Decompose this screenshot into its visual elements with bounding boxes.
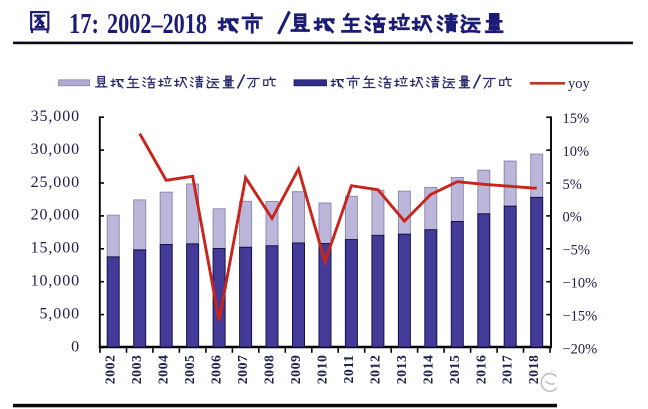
- svg-text:10%: 10%: [563, 144, 590, 160]
- svg-text:−10%: −10%: [563, 276, 598, 292]
- svg-text:15,000: 15,000: [31, 240, 80, 257]
- svg-text:30,000: 30,000: [31, 141, 80, 158]
- svg-text:2006: 2006: [209, 355, 224, 385]
- svg-text:−15%: −15%: [563, 308, 598, 324]
- svg-text:10,000: 10,000: [31, 273, 80, 290]
- svg-text:2008: 2008: [262, 355, 277, 385]
- svg-text:5,000: 5,000: [40, 305, 81, 322]
- svg-text:5%: 5%: [563, 177, 582, 193]
- svg-text:35,000: 35,000: [31, 108, 80, 125]
- svg-text:2012: 2012: [367, 355, 382, 385]
- svg-text:2013: 2013: [394, 355, 409, 385]
- svg-text:25,000: 25,000: [31, 174, 80, 191]
- svg-text:2003: 2003: [129, 355, 144, 385]
- svg-text:2017: 2017: [500, 355, 515, 385]
- svg-text:2007: 2007: [235, 355, 250, 385]
- svg-text:2018: 2018: [526, 355, 541, 385]
- svg-text:2002–2018: 2002–2018: [107, 8, 207, 40]
- svg-text:2004: 2004: [156, 355, 171, 385]
- svg-text:−5%: −5%: [563, 243, 591, 259]
- svg-text:−20%: −20%: [563, 341, 598, 357]
- svg-text:2005: 2005: [182, 355, 197, 385]
- svg-text:15%: 15%: [563, 111, 590, 127]
- svg-text:2015: 2015: [447, 355, 462, 385]
- svg-text:2011: 2011: [341, 355, 356, 384]
- svg-text:0: 0: [71, 338, 80, 355]
- svg-text:0%: 0%: [563, 210, 582, 226]
- svg-text:2010: 2010: [315, 355, 330, 385]
- svg-text:2009: 2009: [288, 355, 303, 385]
- svg-text:2002: 2002: [103, 355, 118, 385]
- svg-text:2016: 2016: [473, 355, 488, 385]
- svg-text:17:: 17:: [69, 8, 99, 40]
- svg-text:2014: 2014: [420, 355, 435, 385]
- svg-text:20,000: 20,000: [31, 207, 80, 224]
- svg-text:yoy: yoy: [568, 76, 591, 92]
